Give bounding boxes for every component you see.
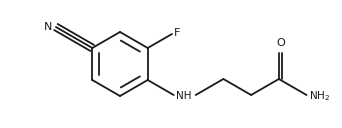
Text: O: O (276, 38, 285, 48)
Text: F: F (174, 28, 180, 38)
Text: N: N (43, 22, 52, 32)
Text: NH: NH (176, 91, 191, 101)
Text: NH$_2$: NH$_2$ (308, 89, 330, 103)
